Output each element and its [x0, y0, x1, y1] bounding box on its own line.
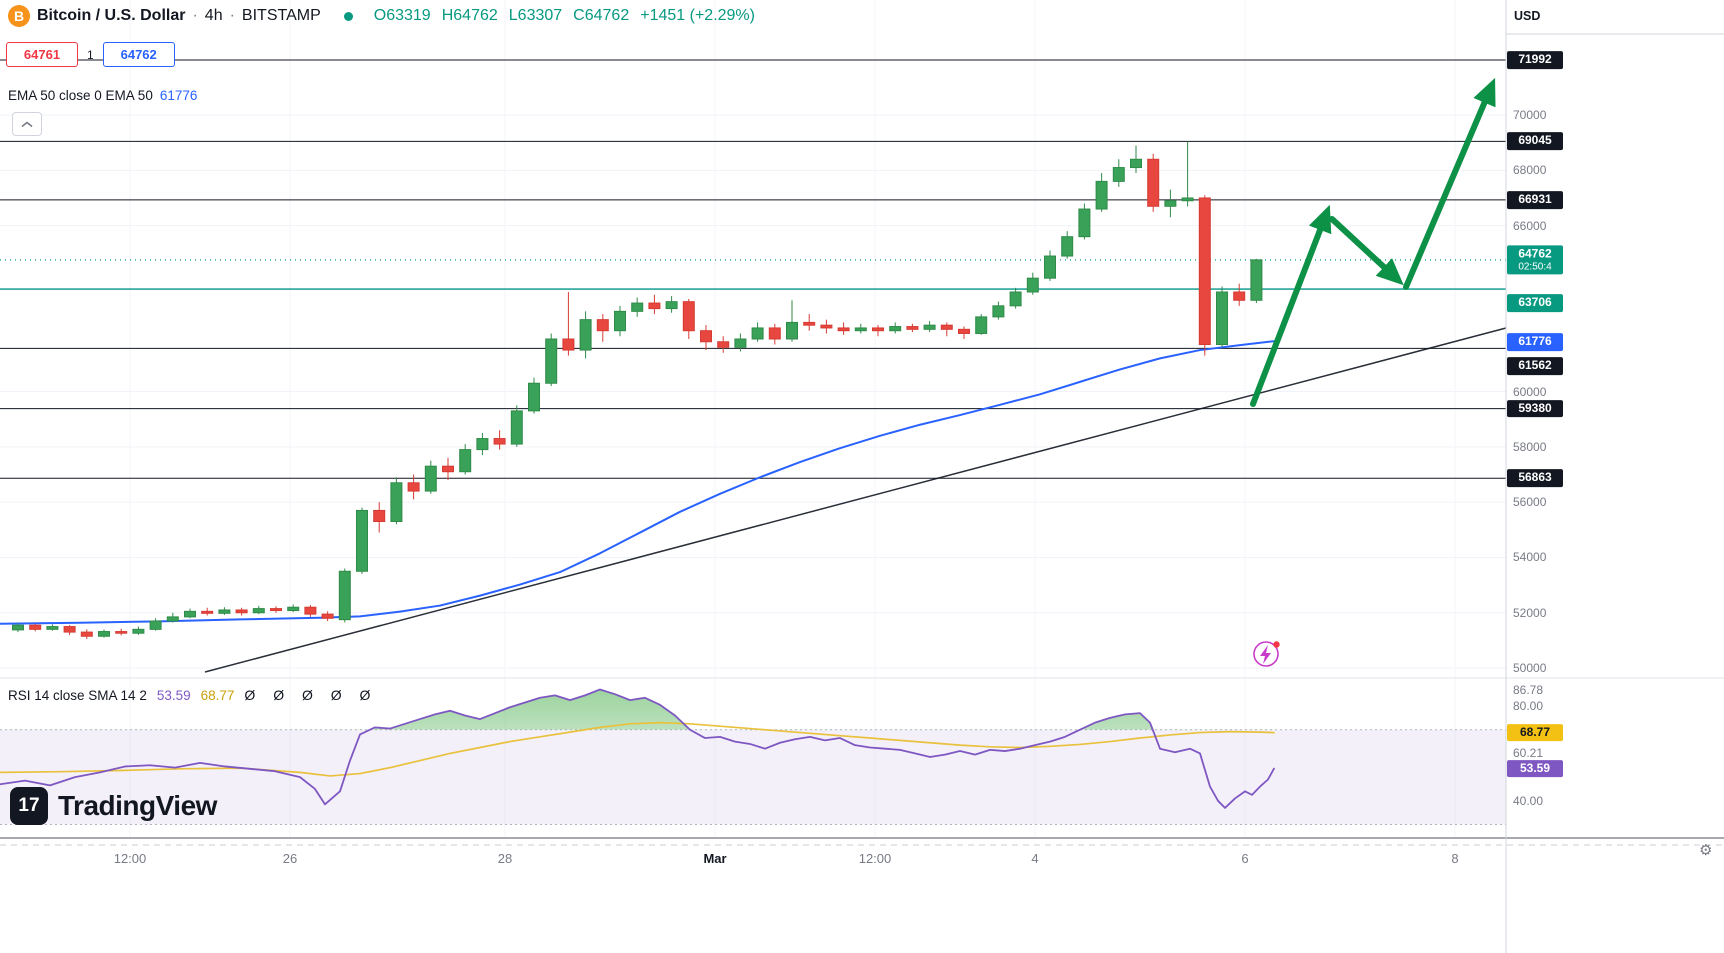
time-axis-label: 26 — [282, 851, 298, 866]
collapse-legend-button[interactable] — [12, 112, 42, 136]
price-badge-64762: 64762 02:50:4 — [1507, 245, 1563, 275]
bitcoin-icon: B — [8, 5, 30, 27]
interval-label[interactable]: 4h — [204, 7, 223, 24]
price-badge-63706: 63706 — [1507, 294, 1563, 312]
sell-button[interactable]: 64761 — [6, 42, 78, 67]
rsi-badge-53.59: 53.59 — [1507, 759, 1563, 778]
price-axis-label: 60000 — [1513, 384, 1547, 399]
time-axis-label: Mar — [703, 851, 727, 866]
time-axis-label: 12:00 — [858, 851, 892, 866]
tradingview-watermark[interactable]: 17 TradingView — [10, 787, 217, 825]
price-badge-59380: 59380 — [1507, 399, 1563, 418]
rsi-axis-label: 86.78 — [1513, 682, 1544, 697]
close-value: 64762 — [584, 7, 630, 24]
time-axis-label: 28 — [497, 851, 513, 866]
price-axis-label: 66000 — [1513, 218, 1547, 233]
chevron-up-icon — [21, 120, 33, 127]
low-value: 63307 — [517, 7, 563, 24]
change-value: +1451 (+2.29%) — [640, 7, 755, 24]
price-axis-label: 68000 — [1513, 163, 1547, 178]
ohlc-values: O63319 H64762 L63307 C64762 +1451 (+2.29… — [374, 7, 755, 25]
low-label: L — [508, 7, 518, 24]
price-badge-71992: 71992 — [1507, 51, 1563, 69]
exchange-label[interactable]: BITSTAMP — [241, 7, 321, 24]
price-axis-label: 58000 — [1513, 439, 1547, 454]
rsi-badge-68.77: 68.77 — [1507, 723, 1563, 742]
ema-legend[interactable]: EMA 50 close 0 EMA 50 61776 — [8, 88, 197, 103]
price-axis-label: 56000 — [1513, 495, 1547, 510]
price-badge-69045: 69045 — [1507, 132, 1563, 151]
price-badge-66931: 66931 — [1507, 190, 1563, 209]
time-axis-label: 6 — [1241, 851, 1249, 866]
symbol-header[interactable]: B Bitcoin / U.S. Dollar · 4h · BITSTAMP … — [8, 5, 755, 27]
spread-value: 1 — [87, 47, 94, 62]
rsi-axis-label: 40.00 — [1513, 793, 1544, 808]
rsi-legend-title: RSI 14 close SMA 14 2 — [8, 687, 147, 703]
price-badge-56863: 56863 — [1507, 469, 1563, 488]
flash-icon[interactable] — [1253, 641, 1280, 667]
tradingview-logo-icon: 17 — [10, 787, 48, 825]
time-axis-label: 12:00 — [113, 851, 147, 866]
price-axis-label: 54000 — [1513, 550, 1547, 565]
close-label: C — [573, 7, 585, 24]
rsi-legend-value: 53.59 — [156, 687, 191, 703]
gear-icon[interactable]: ⚙ — [1699, 841, 1713, 859]
rsi-axis-label: 60.21 — [1513, 745, 1544, 760]
rsi-legend[interactable]: RSI 14 close SMA 14 2 53.59 68.77 Ø Ø Ø … — [8, 687, 377, 703]
separator-dot: · — [192, 7, 198, 24]
time-axis-label: 4 — [1031, 851, 1039, 866]
price-axis-label: 70000 — [1513, 108, 1547, 123]
ema-legend-value: 61776 — [159, 88, 198, 103]
price-axis-label: 50000 — [1513, 661, 1547, 676]
high-value: 64762 — [453, 7, 498, 24]
ema-legend-label: EMA 50 close 0 EMA 50 — [8, 88, 153, 103]
market-status-dot — [343, 11, 353, 21]
price-badge-61562: 61562 — [1507, 357, 1563, 376]
tradingview-brand-text: TradingView — [58, 790, 217, 821]
open-value: 63319 — [386, 7, 431, 24]
price-axis-label: 52000 — [1513, 605, 1547, 620]
symbol-title[interactable]: Bitcoin / U.S. Dollar — [37, 7, 186, 24]
price-badge-61776: 61776 — [1507, 333, 1563, 352]
buy-button[interactable]: 64762 — [102, 42, 175, 67]
high-label: H — [441, 7, 454, 24]
currency-label[interactable]: USD — [1514, 9, 1541, 23]
rsi-empty-values: Ø Ø Ø Ø Ø — [244, 687, 378, 703]
rsi-axis-label: 80.00 — [1513, 699, 1544, 714]
open-label: O — [373, 7, 387, 24]
separator-dot: · — [229, 7, 235, 24]
rsi-sma-legend-value: 68.77 — [200, 687, 235, 703]
time-axis-label: 8 — [1451, 851, 1459, 866]
quote-row: 64761 1 64762 — [6, 42, 175, 67]
